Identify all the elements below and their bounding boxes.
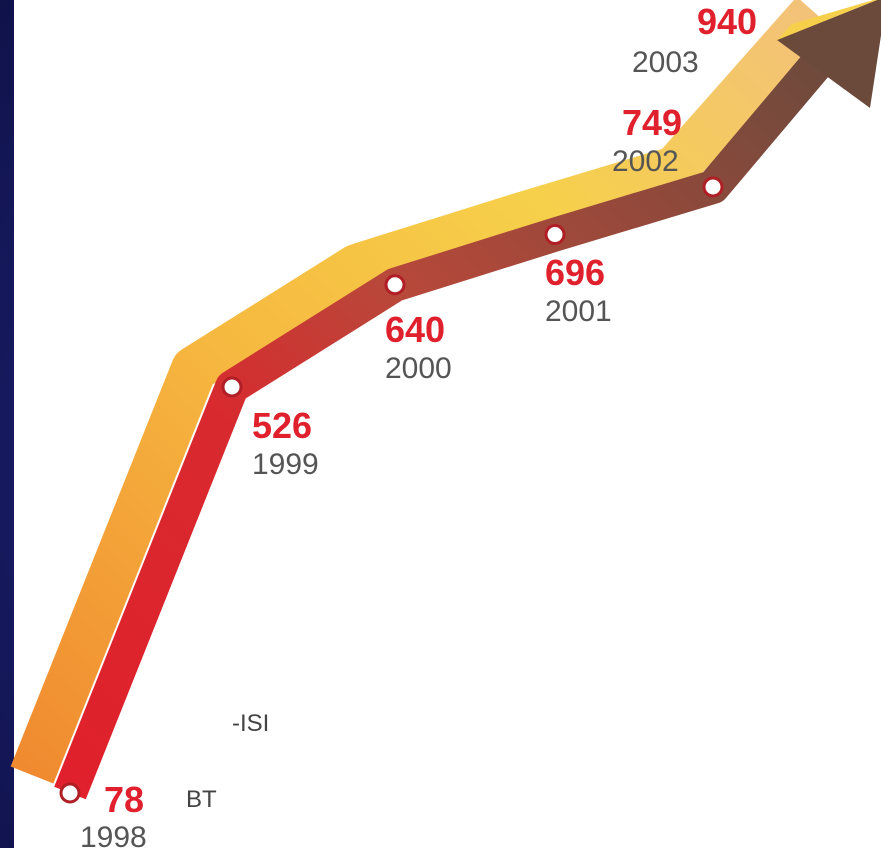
x-tick-label-2002: 2002 <box>612 145 679 178</box>
x-tick-label-1999: 1999 <box>252 448 319 481</box>
data-point-2000 <box>384 274 406 296</box>
data-label-1999: 526 <box>252 405 312 446</box>
series-arrow-head-top <box>777 0 877 40</box>
data-label-1998: 78 <box>104 779 144 820</box>
data-label-2000: 640 <box>385 309 445 350</box>
annotation-isi: -ISI <box>232 710 269 737</box>
x-tick-label-2000: 2000 <box>385 352 452 385</box>
data-label-2003: 940 <box>697 1 757 42</box>
data-point-2002 <box>702 176 724 198</box>
x-tick-label-1998: 1998 <box>80 821 147 848</box>
series-line <box>54 35 845 800</box>
annotation-bt: BT <box>186 786 217 813</box>
data-label-2001: 696 <box>545 252 605 293</box>
data-point-1998 <box>59 782 81 804</box>
x-tick-label-2001: 2001 <box>545 295 612 328</box>
data-label-2002: 749 <box>622 102 682 143</box>
series-arrow-head <box>777 0 881 108</box>
data-point-1999 <box>221 376 243 398</box>
x-tick-label-2003: 2003 <box>632 46 699 79</box>
data-point-2001 <box>544 224 566 246</box>
series-back-band <box>10 0 832 784</box>
